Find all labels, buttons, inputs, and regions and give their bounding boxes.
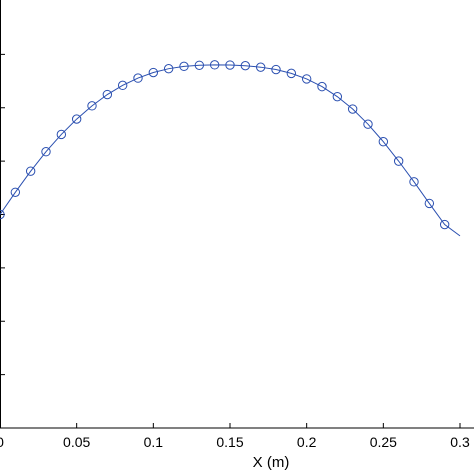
x-tick-label: 0.1 [144, 434, 164, 450]
x-tick-label: 0.15 [216, 434, 243, 450]
data-point [56, 129, 67, 140]
data-point [255, 62, 266, 72]
labels: X (m) 0 0.05 0.1 0.15 0.2 0.25 0.3 [0, 434, 470, 471]
data-point [317, 81, 327, 92]
data-point [301, 74, 312, 84]
x-tick-label: 0 [0, 434, 4, 450]
data-point [148, 67, 159, 78]
data-point [286, 68, 297, 79]
data-point [240, 60, 251, 71]
axes [0, 0, 474, 429]
series-line [0, 64, 461, 237]
data-point [378, 136, 389, 147]
x-tick-label: 0.3 [450, 434, 470, 450]
data-point [209, 60, 220, 70]
data-point [424, 198, 435, 209]
x-axis-label: X (m) [253, 454, 290, 471]
data-point [117, 80, 128, 91]
data-point [133, 73, 143, 83]
data-point [347, 104, 358, 114]
data-point [10, 187, 21, 197]
data-point [225, 60, 235, 70]
data-point [179, 61, 189, 72]
data-point [0, 209, 5, 220]
series [0, 60, 461, 237]
data-point [41, 147, 51, 157]
data-point [194, 60, 205, 70]
data-point [363, 119, 373, 129]
data-point [439, 219, 450, 230]
data-point [271, 64, 281, 75]
x-tick-label: 0.25 [370, 434, 397, 450]
data-point [332, 91, 343, 102]
data-point [102, 89, 113, 100]
x-tick-label: 0.2 [297, 434, 317, 450]
x-tick-label: 0.05 [63, 434, 90, 450]
data-point [393, 156, 404, 166]
data-point [409, 177, 419, 187]
data-point [163, 63, 174, 74]
data-point [25, 166, 36, 176]
data-point [87, 101, 97, 111]
data-point [71, 114, 82, 124]
